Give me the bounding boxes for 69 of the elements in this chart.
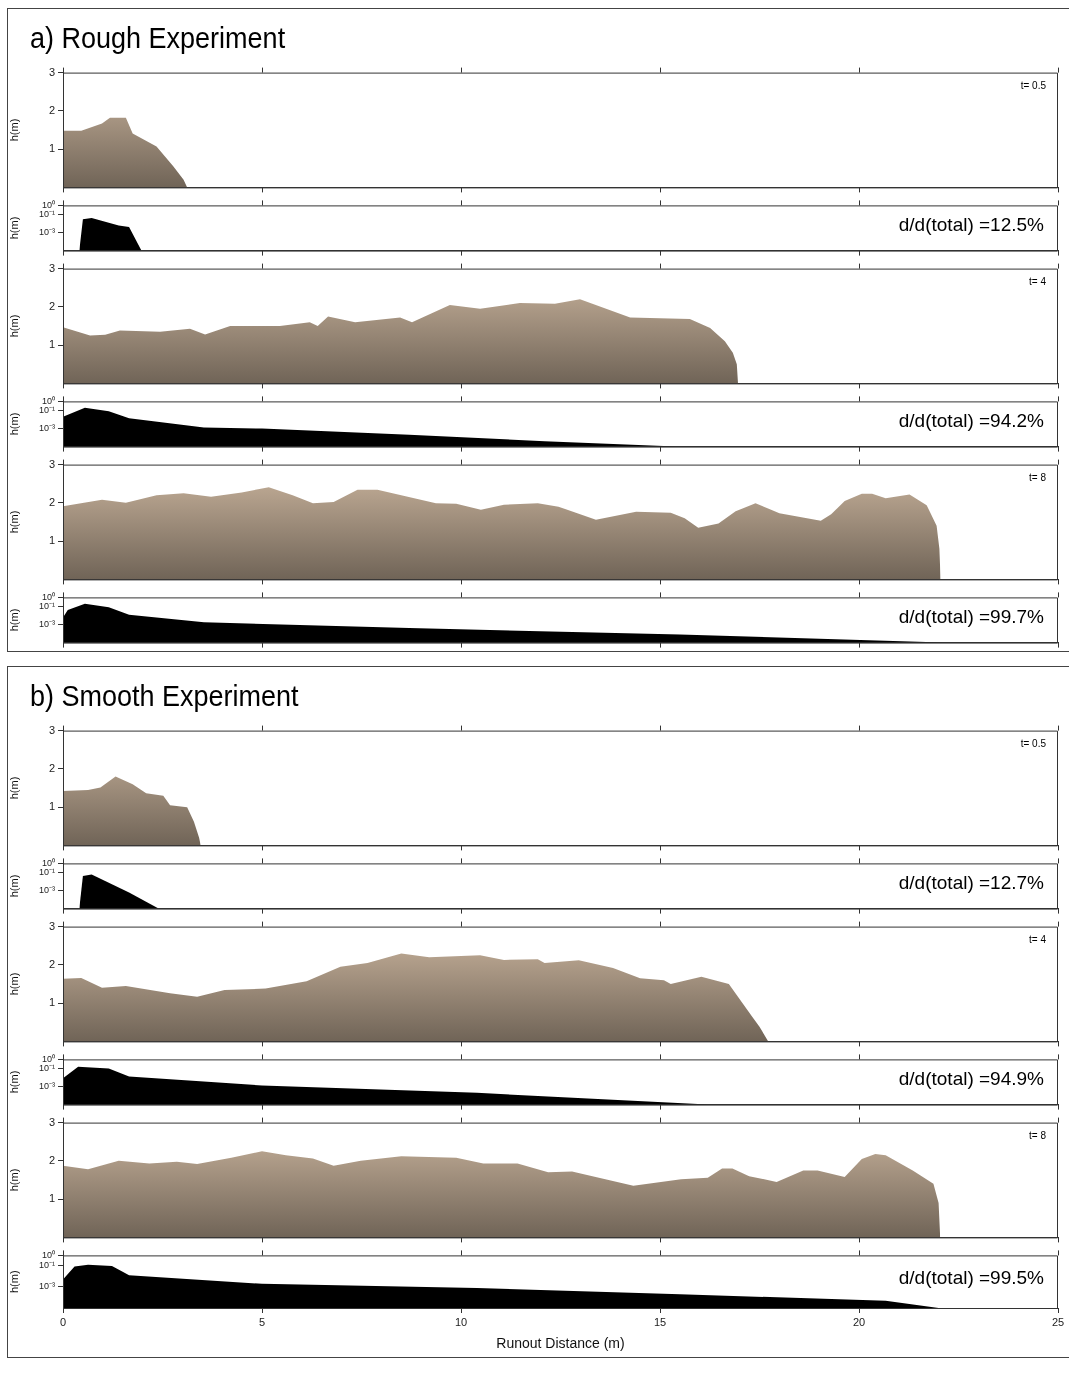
x-tick-label: 25 bbox=[1051, 1315, 1065, 1328]
y-tick-label: 1 bbox=[48, 996, 55, 1009]
y-tick-label: 1 bbox=[48, 800, 55, 813]
y-tick-label: 10⁻³ bbox=[38, 1281, 55, 1292]
y-tick-label: 1 bbox=[48, 338, 55, 351]
y-tick-label: 10⁰ bbox=[41, 395, 55, 406]
y-tick-label: 10⁰ bbox=[41, 591, 55, 602]
y-tick-label: 10⁻¹ bbox=[38, 404, 55, 415]
y-tick-label: 10⁻¹ bbox=[38, 1260, 55, 1271]
annotation: t= 0.5 bbox=[1020, 80, 1047, 92]
y-tick-label: 10⁻¹ bbox=[38, 1062, 55, 1073]
annotation: t= 4 bbox=[1029, 934, 1047, 946]
y-axis-title: h(m) bbox=[7, 608, 20, 632]
annotation: d/d(total) =94.9% bbox=[898, 1067, 1045, 1089]
y-tick-label: 3 bbox=[48, 1115, 55, 1128]
annotation: t= 4 bbox=[1029, 276, 1047, 288]
y-axis-title: h(m) bbox=[7, 1070, 20, 1094]
y-tick-label: 10⁻³ bbox=[38, 1081, 55, 1091]
y-axis-title: h(m) bbox=[7, 412, 20, 436]
y-tick-label: 2 bbox=[48, 957, 55, 970]
y-tick-label: 10⁻¹ bbox=[38, 866, 55, 877]
y-axis-title: h(m) bbox=[7, 1168, 20, 1192]
y-tick-label: 3 bbox=[48, 723, 55, 736]
y-tick-label: 3 bbox=[48, 261, 55, 274]
y-tick-label: 2 bbox=[48, 299, 55, 312]
y-tick-label: 2 bbox=[48, 1153, 55, 1166]
y-tick-label: 2 bbox=[48, 103, 55, 116]
x-tick-label: 10 bbox=[454, 1315, 468, 1328]
y-tick-label: 10⁻³ bbox=[38, 423, 55, 433]
annotation: d/d(total) =12.5% bbox=[898, 213, 1045, 235]
annotation: d/d(total) =12.7% bbox=[898, 871, 1045, 893]
y-tick-label: 2 bbox=[48, 495, 55, 508]
annotation: d/d(total) =99.5% bbox=[898, 1267, 1045, 1289]
y-axis-title: h(m) bbox=[7, 510, 20, 534]
y-tick-label: 10⁻¹ bbox=[38, 600, 55, 611]
annotation: t= 8 bbox=[1029, 472, 1047, 484]
annotation: t= 8 bbox=[1029, 1130, 1047, 1142]
chart-title: b) Smooth Experiment bbox=[30, 679, 300, 713]
y-axis-title: h(m) bbox=[7, 118, 20, 142]
y-tick-label: 10⁻³ bbox=[38, 885, 55, 895]
chart-title: a) Rough Experiment bbox=[30, 21, 287, 55]
x-axis-title: Runout Distance (m) bbox=[496, 1335, 625, 1352]
y-tick-label: 10⁰ bbox=[41, 1249, 55, 1260]
y-tick-label: 10⁻¹ bbox=[38, 208, 55, 219]
y-tick-label: 3 bbox=[48, 65, 55, 78]
y-axis-title: h(m) bbox=[7, 216, 20, 240]
y-tick-label: 10⁰ bbox=[41, 857, 55, 868]
annotation: t= 0.5 bbox=[1020, 738, 1047, 750]
y-tick-label: 10⁰ bbox=[41, 199, 55, 210]
y-tick-label: 10⁰ bbox=[41, 1053, 55, 1064]
y-tick-label: 10⁻³ bbox=[38, 227, 55, 237]
y-tick-label: 1 bbox=[48, 142, 55, 155]
annotation: d/d(total) =94.2% bbox=[898, 409, 1045, 431]
y-tick-label: 1 bbox=[48, 534, 55, 547]
y-axis-title: h(m) bbox=[7, 314, 20, 338]
x-tick-label: 0 bbox=[59, 1315, 67, 1328]
y-axis-title: h(m) bbox=[7, 776, 20, 800]
x-tick-label: 15 bbox=[653, 1315, 667, 1328]
y-tick-label: 3 bbox=[48, 919, 55, 932]
y-tick-label: 10⁻³ bbox=[38, 619, 55, 629]
y-axis-title: h(m) bbox=[7, 1270, 20, 1293]
x-tick-label: 5 bbox=[258, 1315, 266, 1328]
annotation: d/d(total) =99.7% bbox=[898, 605, 1045, 627]
y-axis-title: h(m) bbox=[7, 972, 20, 996]
y-tick-label: 2 bbox=[48, 761, 55, 774]
y-tick-label: 3 bbox=[48, 457, 55, 470]
y-axis-title: h(m) bbox=[7, 874, 20, 898]
x-tick-label: 20 bbox=[852, 1315, 866, 1328]
y-tick-label: 1 bbox=[48, 1192, 55, 1205]
